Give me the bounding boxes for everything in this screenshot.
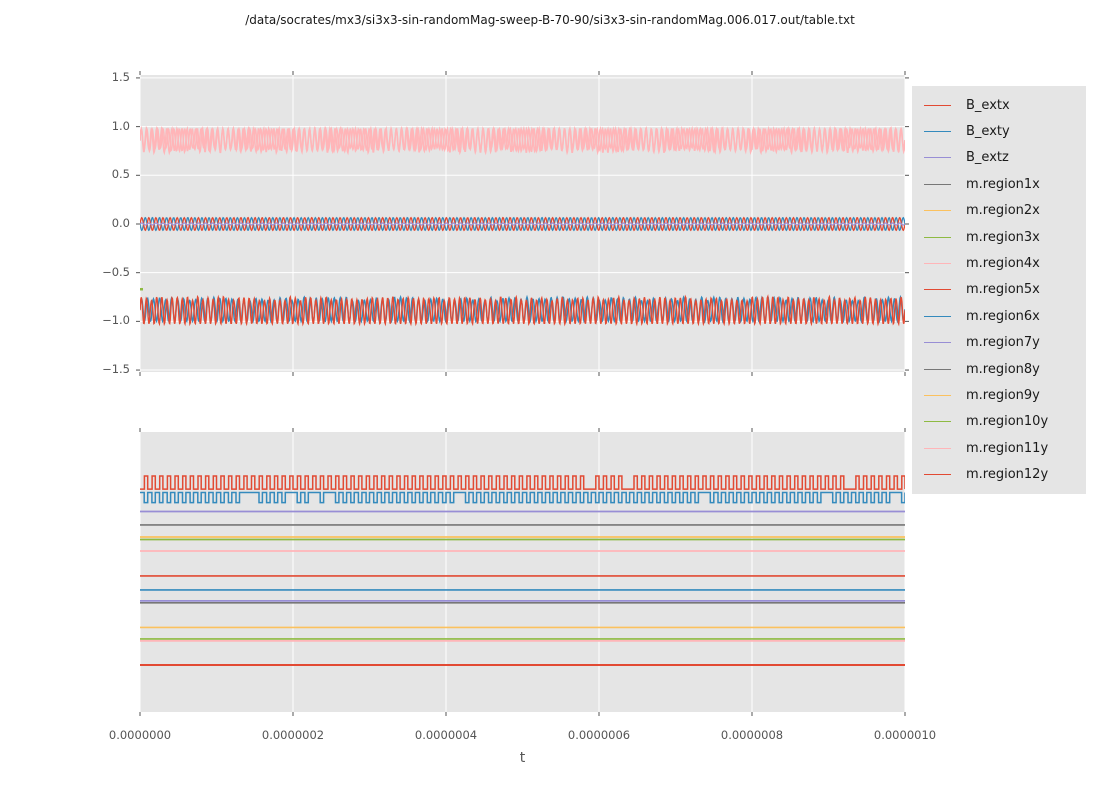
- legend-item-m-region4x: m.region4x: [912, 250, 1086, 276]
- legend-line-icon: [924, 342, 951, 344]
- legend-line-icon: [924, 394, 951, 396]
- legend-item-label: m.region1x: [966, 176, 1040, 192]
- legend-item-label: m.region4x: [966, 256, 1040, 272]
- x-tick-label: 0.0000006: [567, 728, 631, 742]
- x-tick-label: 0.0000010: [873, 728, 937, 742]
- legend-item-label: m.region11y: [966, 440, 1049, 456]
- figure-title: /data/socrates/mx3/si3x3-sin-randomMag-s…: [245, 13, 855, 27]
- legend-line-icon: [924, 315, 951, 317]
- x-tick-label: 0.0000002: [261, 728, 325, 742]
- legend-line-icon: [924, 289, 951, 291]
- legend-line-icon: [924, 210, 951, 212]
- y-tick-label: 0.5: [111, 167, 130, 182]
- legend-item-label: m.region12y: [966, 467, 1049, 483]
- legend-line-icon: [924, 236, 951, 238]
- legend-item-label: B_extz: [966, 150, 1009, 166]
- legend-item-m-region10y: m.region10y: [912, 409, 1086, 435]
- legend-item-b-extz: B_extz: [912, 145, 1086, 171]
- legend-item-label: m.region2x: [966, 203, 1040, 219]
- legend-line-icon: [924, 131, 951, 133]
- legend-line-icon: [924, 447, 951, 449]
- legend-item-b-exty: B_exty: [912, 118, 1086, 144]
- y-tick-label: −1.0: [102, 313, 130, 328]
- legend-line-icon: [924, 157, 951, 159]
- legend-item-b-extx: B_extx: [912, 92, 1086, 118]
- x-tick-label: 0.0000004: [414, 728, 478, 742]
- y-tick-label: 1.0: [111, 118, 130, 133]
- y-tick-label: −0.5: [102, 264, 130, 279]
- legend-item-m-region3x: m.region3x: [912, 224, 1086, 250]
- y-tick-label: −1.5: [102, 362, 130, 377]
- x-tick-label: 0.0000000: [108, 728, 172, 742]
- legend: B_extx B_exty B_extz m.region1x m.region2x m.…: [912, 86, 1086, 494]
- legend-line-icon: [924, 474, 951, 476]
- x-tick-label: 0.0000008: [720, 728, 784, 742]
- legend-item-label: m.region7y: [966, 335, 1040, 351]
- legend-item-m-region8y: m.region8y: [912, 356, 1086, 382]
- legend-item-label: m.region6x: [966, 308, 1040, 324]
- legend-item-label: m.region8y: [966, 361, 1040, 377]
- legend-item-label: B_extx: [966, 97, 1010, 113]
- legend-item-m-region5x: m.region5x: [912, 277, 1086, 303]
- legend-line-icon: [924, 263, 951, 265]
- legend-item-m-region11y: m.region11y: [912, 435, 1086, 461]
- legend-item-m-region12y: m.region12y: [912, 461, 1086, 487]
- top-plot: [136, 71, 909, 376]
- legend-item-m-region2x: m.region2x: [912, 198, 1086, 224]
- legend-line-icon: [924, 183, 951, 185]
- legend-item-m-region1x: m.region1x: [912, 171, 1086, 197]
- x-axis-label: t: [519, 750, 526, 766]
- legend-item-label: m.region3x: [966, 229, 1040, 245]
- y-tick-label: 0.0: [111, 215, 130, 230]
- legend-line-icon: [924, 421, 951, 423]
- legend-line-icon: [924, 104, 951, 106]
- legend-item-label: m.region9y: [966, 387, 1040, 403]
- legend-item-label: m.region10y: [966, 414, 1049, 430]
- legend-item-m-region9y: m.region9y: [912, 382, 1086, 408]
- legend-item-m-region7y: m.region7y: [912, 330, 1086, 356]
- y-tick-label: 1.5: [111, 69, 130, 84]
- bottom-plot: [139, 428, 906, 716]
- legend-item-label: B_exty: [966, 124, 1010, 140]
- legend-item-label: m.region5x: [966, 282, 1040, 298]
- legend-line-icon: [924, 368, 951, 370]
- legend-item-m-region6x: m.region6x: [912, 303, 1086, 329]
